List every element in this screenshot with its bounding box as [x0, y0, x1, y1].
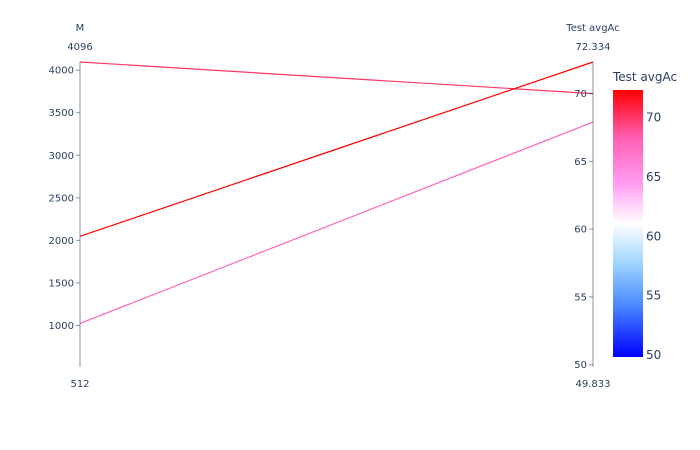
data-line [79, 61, 594, 95]
colorbar: Test avgAc 50 55 60 65 70 [612, 70, 677, 362]
data-line [79, 61, 594, 237]
tick-label: 4000 [49, 66, 74, 77]
tick-label: 55 [574, 292, 587, 303]
axis-range-max: 4096 [67, 42, 92, 53]
tick-label: 3500 [49, 108, 74, 119]
data-lines [79, 61, 594, 324]
tick-label: 70 [574, 89, 587, 100]
colorbar-tick-label: 60 [646, 229, 661, 243]
colorbar-gradient [613, 90, 643, 357]
axis-range-min: 512 [70, 379, 89, 390]
data-line [79, 121, 594, 324]
tick-label: 1000 [49, 321, 74, 332]
tick-label: 3000 [49, 151, 74, 162]
axis-title: M [76, 23, 85, 34]
tick-label: 2000 [49, 236, 74, 247]
colorbar-title: Test avgAc [612, 70, 677, 84]
axis-range-max: 72.334 [576, 42, 611, 53]
colorbar-tick-label: 50 [646, 348, 661, 362]
axis-title: Test avgAc [565, 23, 619, 34]
tick-label: 1500 [49, 278, 74, 289]
colorbar-tick-label: 70 [646, 111, 661, 125]
axis-range-min: 49.833 [576, 379, 611, 390]
axis-m: M 4096 512 1000 1500 2000 2500 3000 3500 4000 [49, 23, 93, 390]
tick-label: 2500 [49, 193, 74, 204]
colorbar-tick-label: 65 [646, 170, 661, 184]
tick-label: 60 [574, 225, 587, 236]
colorbar-tick-label: 55 [646, 289, 661, 303]
tick-label: 50 [574, 360, 587, 371]
axes: M 4096 512 1000 1500 2000 2500 3000 3500 4000 Test… [49, 23, 620, 390]
axis-test-avgac: Test avgAc 72.334 49.833 50 55 60 65 70 [565, 23, 619, 390]
tick-label: 65 [574, 157, 587, 168]
